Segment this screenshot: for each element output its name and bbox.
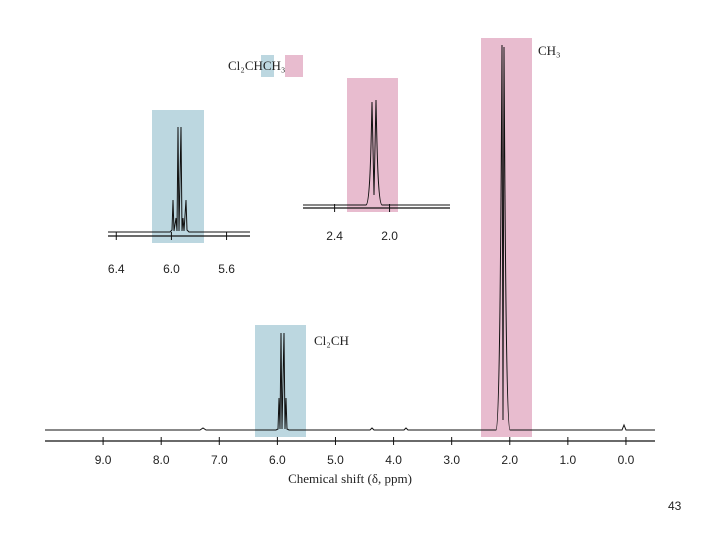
ch3-highlight — [481, 38, 532, 437]
x-tick-label: 6.0 — [163, 262, 180, 276]
compound-label: Cl₂CHCH₃ — [228, 58, 285, 73]
peak-label: Cl₂CH — [314, 333, 349, 348]
x-tick-label: 1.0 — [560, 453, 577, 467]
x-tick-label: 5.0 — [327, 453, 344, 467]
spectrum — [45, 44, 655, 431]
x-tick-label: 2.4 — [326, 229, 343, 243]
x-tick-label: 9.0 — [95, 453, 112, 467]
inset-spectrum — [303, 99, 450, 206]
x-axis-title: Chemical shift (δ, ppm) — [288, 471, 412, 486]
inset-spectrum — [108, 126, 250, 233]
x-tick-label: 2.0 — [381, 229, 398, 243]
legend-swatch — [261, 55, 274, 77]
x-tick-label: 7.0 — [211, 453, 228, 467]
x-tick-label: 4.0 — [385, 453, 402, 467]
x-tick-label: 2.0 — [501, 453, 518, 467]
x-tick-label: 0.0 — [618, 453, 635, 467]
x-tick-label: 6.0 — [269, 453, 286, 467]
x-tick-label: 3.0 — [443, 453, 460, 467]
peak-label: CH₃ — [538, 43, 561, 58]
x-tick-label: 6.4 — [108, 262, 125, 276]
x-tick-label: 5.6 — [218, 262, 235, 276]
legend-swatch — [285, 55, 303, 77]
page-number: 43 — [668, 499, 682, 513]
x-tick-label: 8.0 — [153, 453, 170, 467]
